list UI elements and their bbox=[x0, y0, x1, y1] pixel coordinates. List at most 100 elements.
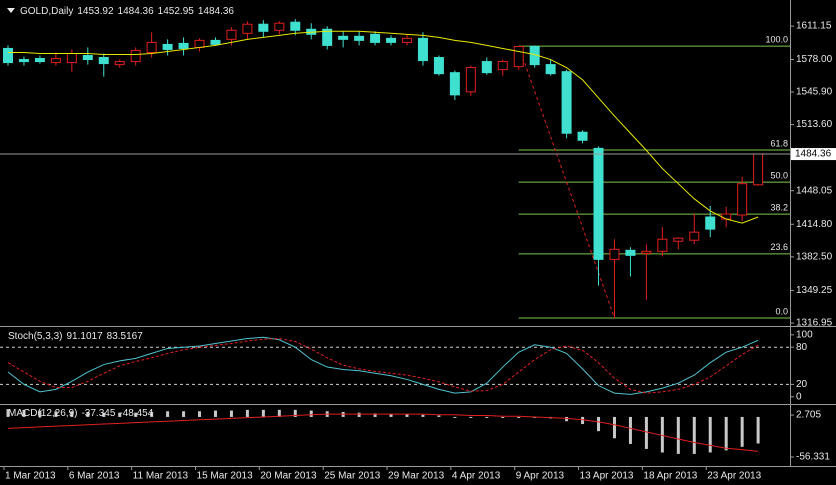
x-tick-label: 20 Mar 2013 bbox=[260, 471, 317, 482]
stoch-header: Stoch(5,3,3) 91.1017 83.5167 bbox=[8, 331, 143, 342]
y-tick-label: 80 bbox=[796, 342, 808, 353]
macd-bar bbox=[102, 412, 106, 417]
macd-bar bbox=[150, 411, 154, 417]
y-tick-label: 1414.80 bbox=[796, 219, 833, 230]
macd-bar bbox=[6, 409, 10, 417]
candle-body bbox=[689, 231, 700, 241]
candle-body bbox=[737, 183, 748, 216]
header: GOLD,Daily 1453.92 1484.36 1452.95 1484.36 bbox=[20, 6, 234, 17]
macd-bar bbox=[740, 416, 744, 447]
macd-header: MACD(12,26,9) -37.345 -48.454 bbox=[8, 408, 154, 419]
candle-body bbox=[673, 237, 684, 242]
candle-body bbox=[577, 131, 588, 141]
macd-bar bbox=[38, 410, 42, 417]
macd-bar bbox=[676, 416, 680, 454]
y-tick-label: 1578.00 bbox=[796, 54, 833, 65]
candle-body bbox=[178, 42, 189, 49]
macd-bar bbox=[517, 416, 521, 418]
x-tick-label: 13 Apr 2013 bbox=[580, 471, 634, 482]
close-value: 1484.36 bbox=[198, 6, 235, 17]
macd-bar bbox=[261, 409, 265, 417]
macd-bar bbox=[277, 409, 281, 417]
low-value: 1452.95 bbox=[158, 6, 195, 17]
candle-body bbox=[66, 52, 77, 64]
candle-body bbox=[226, 29, 237, 40]
candle-body bbox=[465, 67, 476, 93]
candle-body bbox=[386, 37, 397, 43]
macd-bar bbox=[724, 416, 728, 451]
candle-body bbox=[721, 213, 732, 220]
macd-bar bbox=[485, 416, 489, 418]
menu-triangle[interactable] bbox=[7, 8, 15, 13]
candle-body bbox=[753, 153, 764, 186]
macd-bar bbox=[612, 416, 616, 439]
candle-body bbox=[705, 216, 716, 230]
macd-bar bbox=[373, 413, 377, 417]
candle-body bbox=[433, 57, 444, 75]
fib-label: 61.8 bbox=[770, 138, 788, 148]
candle-body bbox=[657, 238, 668, 252]
y-tick-label: 1349.25 bbox=[796, 285, 833, 296]
macd-bar bbox=[565, 416, 569, 422]
y-tick-label: -56.331 bbox=[796, 452, 830, 463]
candle-body bbox=[3, 47, 13, 64]
y-tick-label: 20 bbox=[796, 379, 808, 390]
candle-body bbox=[130, 49, 141, 63]
fib-label: 0.0 bbox=[775, 306, 788, 316]
fib-label: 23.6 bbox=[770, 242, 788, 252]
macd-bar bbox=[70, 411, 74, 417]
macd-bar bbox=[708, 416, 712, 453]
candle-body bbox=[561, 71, 572, 134]
macd-bar bbox=[597, 416, 601, 432]
macd-bar bbox=[54, 411, 58, 417]
y-tick-label: 1545.90 bbox=[796, 87, 833, 98]
x-tick-label: 18 Apr 2013 bbox=[643, 471, 697, 482]
current-price-label: 1484.36 bbox=[795, 149, 832, 160]
macd-bar bbox=[293, 409, 297, 417]
x-tick-label: 15 Mar 2013 bbox=[197, 471, 254, 482]
candle-body bbox=[481, 61, 492, 74]
fib-label: 100.0 bbox=[765, 35, 788, 45]
x-tick-label: 6 Mar 2013 bbox=[69, 471, 120, 482]
macd-bar bbox=[405, 414, 409, 417]
macd-bar bbox=[501, 416, 505, 418]
candle-body bbox=[258, 23, 269, 32]
stoch-d-value: 83.5167 bbox=[107, 331, 144, 342]
macd-signal-line bbox=[7, 413, 759, 452]
candle-body bbox=[370, 33, 381, 43]
candle-body bbox=[545, 64, 556, 75]
macd-signal-value: -48.454 bbox=[119, 408, 153, 419]
y-tick-label: 1382.50 bbox=[796, 252, 833, 263]
y-tick-label: 1316.95 bbox=[796, 318, 833, 329]
macd-bar bbox=[198, 411, 202, 417]
macd-value: -37.345 bbox=[81, 408, 115, 419]
candle-body bbox=[449, 72, 460, 96]
candle-body bbox=[593, 147, 604, 260]
fib-label: 50.0 bbox=[770, 170, 788, 180]
macd-bar bbox=[118, 412, 122, 417]
candle-body bbox=[114, 61, 125, 66]
candle-body bbox=[354, 35, 365, 41]
macd-bar bbox=[245, 409, 249, 417]
macd-bar bbox=[86, 411, 90, 417]
candle-body bbox=[18, 59, 29, 63]
macd-bar bbox=[213, 410, 217, 417]
open-value: 1453.92 bbox=[77, 6, 114, 17]
candle-body bbox=[34, 58, 45, 63]
y-tick-label: 1611.15 bbox=[796, 21, 832, 32]
stoch-d-line bbox=[7, 338, 759, 394]
candle-body bbox=[98, 57, 109, 65]
candle-body bbox=[274, 22, 285, 31]
macd-bar bbox=[581, 416, 585, 425]
candle-body bbox=[82, 55, 93, 61]
x-tick-label: 4 Apr 2013 bbox=[452, 471, 501, 482]
macd-bar bbox=[309, 410, 313, 417]
candle-body bbox=[497, 61, 508, 71]
symbol-title: GOLD,Daily bbox=[20, 6, 73, 17]
y-tick-label: 1513.60 bbox=[796, 119, 833, 130]
macd-bar bbox=[437, 415, 441, 417]
macd-bar bbox=[182, 411, 186, 417]
macd-bar bbox=[357, 412, 361, 417]
